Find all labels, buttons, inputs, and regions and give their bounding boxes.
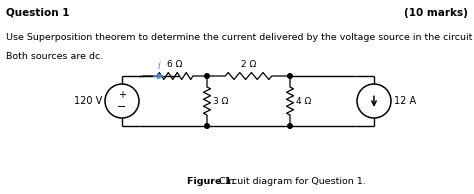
Text: 2 Ω: 2 Ω [241,60,256,69]
Text: 6 Ω: 6 Ω [167,60,182,69]
Text: 4 Ω: 4 Ω [296,96,311,106]
Text: Circuit diagram for Question 1.: Circuit diagram for Question 1. [216,177,365,186]
Circle shape [288,124,292,128]
Circle shape [205,124,210,128]
Circle shape [288,74,292,78]
Text: i: i [158,61,160,71]
Text: 120 V: 120 V [74,96,102,106]
Text: Figure 1:: Figure 1: [187,177,235,186]
Text: +: + [118,90,126,100]
Text: Both sources are dc.: Both sources are dc. [6,52,103,61]
Text: 3 Ω: 3 Ω [213,96,228,106]
Text: Use Superposition theorem to determine the current delivered by the voltage sour: Use Superposition theorem to determine t… [6,33,474,42]
Text: Question 1: Question 1 [6,8,69,18]
Text: (10 marks): (10 marks) [404,8,468,18]
Text: −: − [117,102,127,112]
Text: 12 A: 12 A [394,96,416,106]
Circle shape [205,74,210,78]
